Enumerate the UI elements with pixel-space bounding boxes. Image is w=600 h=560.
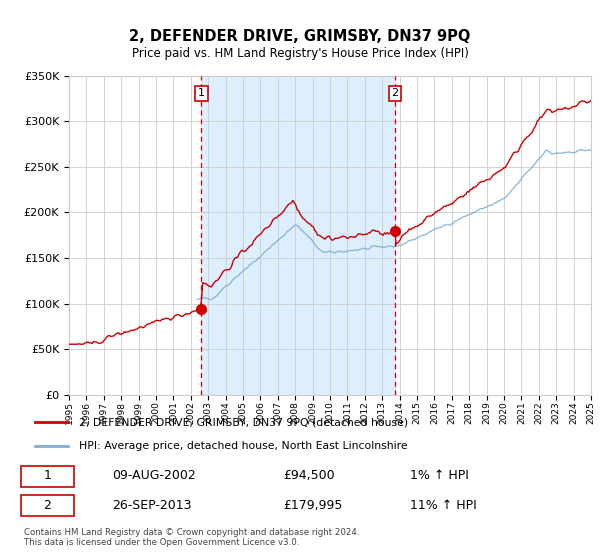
Text: Contains HM Land Registry data © Crown copyright and database right 2024.
This d: Contains HM Land Registry data © Crown c… bbox=[24, 528, 359, 547]
Text: 09-AUG-2002: 09-AUG-2002 bbox=[112, 469, 196, 482]
Text: 1% ↑ HPI: 1% ↑ HPI bbox=[410, 469, 469, 482]
Text: 2: 2 bbox=[391, 88, 398, 99]
Text: 2, DEFENDER DRIVE, GRIMSBY, DN37 9PQ (detached house): 2, DEFENDER DRIVE, GRIMSBY, DN37 9PQ (de… bbox=[79, 417, 409, 427]
Text: £179,995: £179,995 bbox=[283, 498, 343, 512]
Text: 11% ↑ HPI: 11% ↑ HPI bbox=[410, 498, 477, 512]
Text: 1: 1 bbox=[198, 88, 205, 99]
FancyBboxPatch shape bbox=[21, 466, 74, 487]
Text: £94,500: £94,500 bbox=[283, 469, 335, 482]
Text: 2, DEFENDER DRIVE, GRIMSBY, DN37 9PQ: 2, DEFENDER DRIVE, GRIMSBY, DN37 9PQ bbox=[130, 29, 470, 44]
Text: HPI: Average price, detached house, North East Lincolnshire: HPI: Average price, detached house, Nort… bbox=[79, 441, 408, 451]
Bar bbox=[201, 76, 395, 395]
Text: Price paid vs. HM Land Registry's House Price Index (HPI): Price paid vs. HM Land Registry's House … bbox=[131, 46, 469, 60]
Text: 1: 1 bbox=[43, 469, 51, 482]
FancyBboxPatch shape bbox=[21, 495, 74, 516]
Text: 2: 2 bbox=[43, 498, 51, 512]
Text: 26-SEP-2013: 26-SEP-2013 bbox=[112, 498, 192, 512]
